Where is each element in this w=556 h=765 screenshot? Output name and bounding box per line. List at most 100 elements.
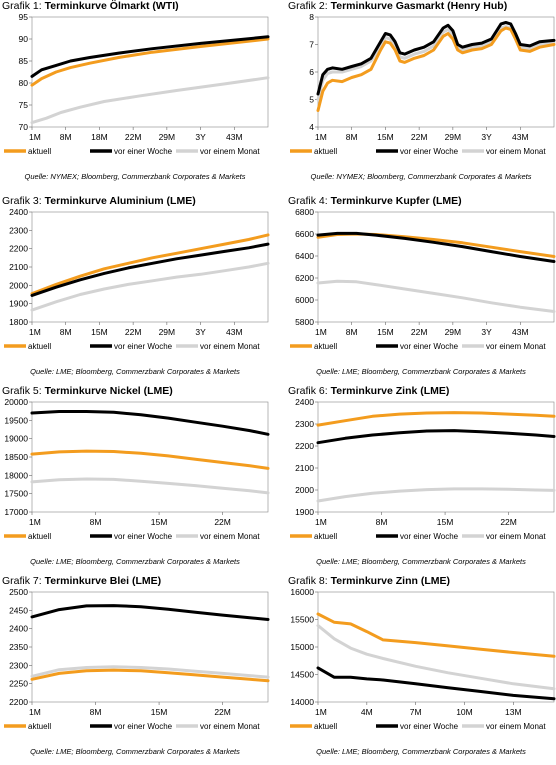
y-tick-label: 2200 xyxy=(9,697,28,707)
x-tick-label: 3Y xyxy=(195,132,206,142)
x-tick-label: 22M xyxy=(125,132,142,142)
legend-label: aktuell xyxy=(28,722,51,731)
y-tick-label: 7 xyxy=(309,40,314,50)
legend-label: vor einer Woche xyxy=(400,342,459,351)
legend-label: vor einer Woche xyxy=(400,722,459,731)
legend-label: aktuell xyxy=(28,342,51,351)
chart-source: Quelle: LME; Bloomberg, Commerzbank Corp… xyxy=(30,557,240,566)
y-tick-label: 75 xyxy=(19,100,29,110)
x-tick-label: 1M xyxy=(315,327,327,337)
series-line-woche xyxy=(30,35,270,78)
legend-label: vor einem Monat xyxy=(486,722,546,731)
plot-area xyxy=(31,211,269,323)
chart-title: Grafik 6: Terminkurve Zink (LME) xyxy=(288,385,449,397)
chart-svg: 1900 2000 2100 2200 2300 2400 1M 8M 15M 22M aktuel… xyxy=(290,399,556,541)
y-tick-label: 2100 xyxy=(9,262,28,272)
chart-panel-3: Grafik 3: Terminkurve Aluminium (LME) 180… xyxy=(0,195,270,385)
series-line-aktuell xyxy=(30,233,270,296)
chart-source: Quelle: NYMEX; Bloomberg, Commerzbank Co… xyxy=(310,172,532,181)
y-tick-label: 5800 xyxy=(295,317,314,327)
x-tick-label: 43M xyxy=(512,132,529,142)
x-tick-label: 22M xyxy=(411,132,428,142)
x-tick-label: 1M xyxy=(315,132,327,142)
y-tick-label: 1900 xyxy=(9,299,28,309)
x-tick-label: 22M xyxy=(214,517,231,527)
y-tick-label: 80 xyxy=(19,78,29,88)
x-tick-label: 1M xyxy=(315,517,327,527)
legend-label: aktuell xyxy=(314,342,337,351)
chart-svg: 5800 6000 6200 6400 6600 6800 1M 8M 15M 22M 29M 3Y 4… xyxy=(290,209,556,351)
series-line-woche xyxy=(30,604,270,621)
series-line-monat xyxy=(316,624,556,691)
series-line-woche xyxy=(316,231,556,263)
chart-title: Grafik 2: Terminkurve Gasmarkt (Henry Hu… xyxy=(288,0,507,12)
chart-title-text: Terminkurve Ölmarkt (WTI) xyxy=(44,0,179,12)
x-tick-label: 22M xyxy=(411,327,428,337)
series-line-woche xyxy=(316,666,556,701)
y-tick-label: 17000 xyxy=(4,507,28,517)
legend-label: vor einer Woche xyxy=(114,342,173,351)
series-line-aktuell xyxy=(316,26,556,112)
x-tick-label: 8M xyxy=(376,517,388,527)
y-tick-label: 14000 xyxy=(290,697,314,707)
y-tick-label: 2300 xyxy=(9,660,28,670)
y-tick-label: 2400 xyxy=(9,624,28,634)
chart-title: Grafik 7: Terminkurve Blei (LME) xyxy=(2,575,161,587)
x-tick-label: 15M xyxy=(151,517,168,527)
chart-title: Grafik 8: Terminkurve Zinn (LME) xyxy=(288,575,450,587)
chart-panel-7: Grafik 7: Terminkurve Blei (LME) 2200 2250… xyxy=(0,575,270,765)
chart-number: Grafik 7: xyxy=(2,575,45,587)
y-tick-label: 2400 xyxy=(295,399,314,407)
legend-label: aktuell xyxy=(314,532,337,541)
series-line-monat xyxy=(316,279,556,313)
x-tick-label: 43M xyxy=(512,327,529,337)
chart-number: Grafik 5: xyxy=(2,385,45,397)
x-tick-label: 13M xyxy=(505,707,522,717)
legend-label: aktuell xyxy=(28,147,51,156)
plot-area xyxy=(317,401,555,513)
y-tick-label: 17500 xyxy=(4,489,28,499)
y-tick-label: 16000 xyxy=(290,589,314,597)
y-tick-label: 4 xyxy=(309,122,314,132)
y-tick-label: 95 xyxy=(19,14,29,22)
chart-number: Grafik 6: xyxy=(288,385,331,397)
chart-title-text: Terminkurve Blei (LME) xyxy=(44,575,162,587)
series-line-monat xyxy=(30,665,270,679)
chart-svg: 1800 1900 2000 2100 2200 2300 2400 1M 8M 15M 22M 29… xyxy=(4,209,270,351)
chart-panel-8: Grafik 8: Terminkurve Zinn (LME) 14000 145… xyxy=(286,575,556,765)
chart-title: Grafik 3: Terminkurve Aluminium (LME) xyxy=(2,195,196,207)
x-tick-label: 29M xyxy=(159,132,176,142)
plot-area xyxy=(31,401,269,513)
chart-title: Grafik 4: Terminkurve Kupfer (LME) xyxy=(288,195,462,207)
chart-svg: 2200 2250 2300 2350 2400 2450 2500 1M 8M 15M 22M ak… xyxy=(4,589,270,731)
x-tick-label: 8M xyxy=(346,132,358,142)
chart-title-text: Terminkurve Aluminium (LME) xyxy=(44,195,196,207)
y-tick-label: 2200 xyxy=(9,244,28,254)
chart-panel-5: Grafik 5: Terminkurve Nickel (LME) 17000 1… xyxy=(0,385,270,575)
legend-label: vor einem Monat xyxy=(486,147,546,156)
series-line-aktuell xyxy=(30,449,270,470)
x-tick-label: 22M xyxy=(125,327,142,337)
legend-label: vor einem Monat xyxy=(200,147,260,156)
x-tick-label: 3Y xyxy=(195,327,206,337)
y-tick-label: 90 xyxy=(19,34,29,44)
y-tick-label: 2300 xyxy=(295,419,314,429)
chart-number: Grafik 4: xyxy=(288,195,331,207)
y-tick-label: 1800 xyxy=(9,317,28,327)
chart-source: Quelle: LME; Bloomberg, Commerzbank Corp… xyxy=(30,747,240,756)
x-tick-label: 29M xyxy=(159,327,176,337)
chart-svg: 14000 14500 15000 15500 16000 1M 4M 7M 10M 13M akt… xyxy=(290,589,556,731)
y-tick-label: 85 xyxy=(19,56,29,66)
x-tick-label: 1M xyxy=(29,327,41,337)
chart-title: Grafik 5: Terminkurve Nickel (LME) xyxy=(2,385,173,397)
x-tick-label: 8M xyxy=(346,327,358,337)
chart-svg: 4 5 6 7 8 1M 8M 15M 22M 29M 3Y 43M aktuell vor einer … xyxy=(290,14,556,156)
series-line-monat xyxy=(30,477,270,495)
y-tick-label: 6800 xyxy=(295,209,314,217)
y-tick-label: 2350 xyxy=(9,642,28,652)
y-tick-label: 18000 xyxy=(4,470,28,480)
chart-number: Grafik 2: xyxy=(288,0,331,12)
y-tick-label: 2300 xyxy=(9,225,28,235)
y-tick-label: 6400 xyxy=(295,251,314,261)
series-line-aktuell xyxy=(316,411,556,427)
